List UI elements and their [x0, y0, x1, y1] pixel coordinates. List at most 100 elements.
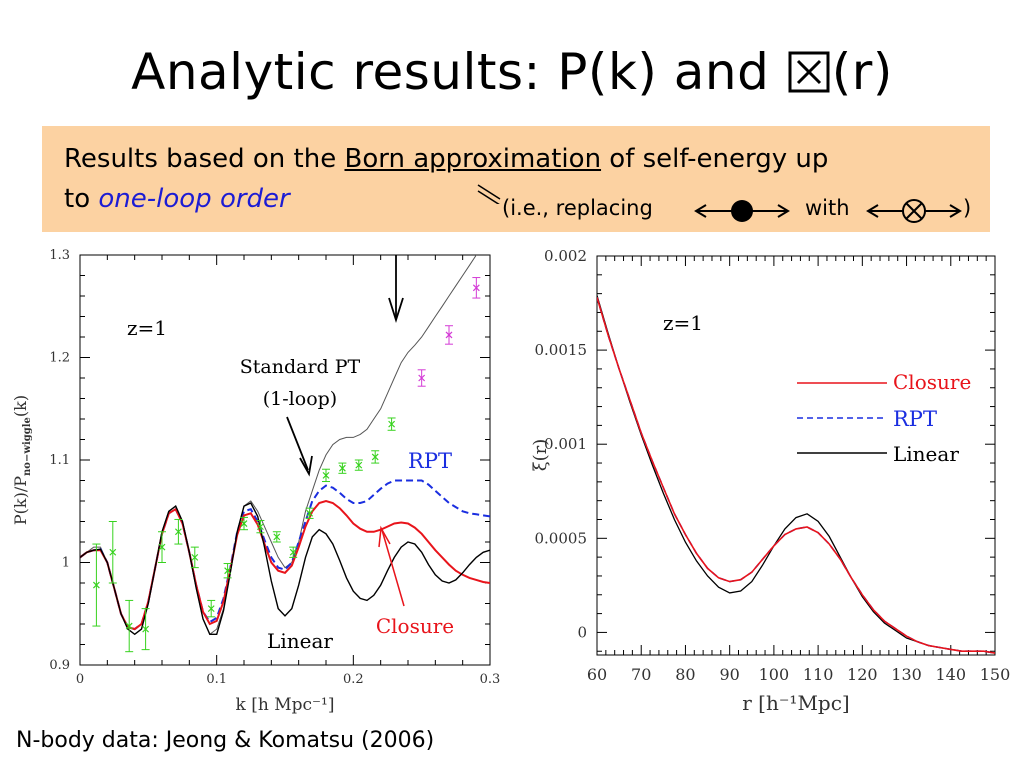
nbody-marker	[158, 543, 166, 551]
nbody-marker	[306, 509, 314, 517]
closure-arrow	[381, 529, 405, 607]
nbody-point	[256, 519, 265, 534]
close-paren-note: )	[963, 196, 972, 220]
pk-chart: 0 0.1 0.2 0.3 0.9 1 1.1 1.2 1.3 k [h Mpc⁻¹] P(k)/P…	[11, 248, 500, 715]
born-approximation-text: Born approximation	[344, 144, 602, 174]
linear-label: Linear	[267, 629, 333, 653]
title-text-post: (r)	[831, 43, 893, 101]
pk-y-tick-label: 1.2	[49, 351, 70, 366]
xi-y-tick-label: 0.001	[544, 435, 587, 453]
nbody-marker	[125, 622, 133, 630]
nbody-marker	[289, 548, 297, 556]
xi-plot-frame	[596, 255, 996, 656]
nbody-point	[417, 369, 426, 387]
xi-x-tick-label: 110	[803, 665, 834, 684]
crossed-vertex-propagator-icon	[866, 199, 962, 223]
nbody-marker	[388, 420, 396, 428]
pk-y-axis-label: P(k)/Pno−wiggle(k)	[11, 395, 33, 525]
nbody-point	[322, 468, 330, 483]
xi-x-tick-label: 150	[980, 665, 1011, 684]
standard-pt-arrow	[286, 416, 309, 471]
slide-title: Analytic results: P(k) and (r)	[0, 40, 1024, 108]
xi-x-tick-label: 140	[936, 665, 967, 684]
nbody-marker	[445, 331, 453, 339]
nbody-point	[445, 325, 453, 345]
pk-x-axis-label: k [h Mpc⁻¹]	[236, 695, 335, 715]
xi-y-tick-label: 0	[577, 623, 587, 641]
filled-vertex-propagator-icon	[694, 200, 790, 222]
pk-redshift-label: z=1	[127, 316, 167, 340]
pk-x-tick-label: 0	[76, 672, 84, 687]
pk-series-standard-pt-1-loop-	[80, 255, 490, 636]
xi-x-tick-label: 90	[719, 665, 739, 684]
nbody-point	[387, 417, 396, 431]
pk-x-tick-label: 0.2	[343, 672, 364, 687]
nbody-point	[141, 608, 150, 651]
nbody-marker	[92, 581, 100, 589]
nbody-marker	[418, 374, 426, 382]
nbody-point	[190, 546, 199, 569]
title-text-pre: Analytic results: P(k) and	[131, 43, 786, 101]
closure-label: Closure	[376, 614, 454, 638]
legend-label-linear: Linear	[893, 442, 959, 466]
xi-legend: Closure RPT Linear	[797, 370, 971, 466]
top-arrowhead	[388, 297, 404, 323]
info-banner: Results based on the Born approximation …	[42, 126, 990, 232]
xi-x-tick-label: 100	[759, 665, 790, 684]
nbody-marker	[142, 625, 150, 633]
double-slash-icon	[477, 184, 501, 204]
banner-line-2: to one-loop order	[64, 184, 290, 214]
nbody-marker	[273, 533, 281, 541]
banner-text: to	[64, 184, 99, 214]
boxed-x-glyph-icon	[788, 44, 830, 108]
banner-text: of self-energy up	[601, 144, 829, 174]
pk-series-linear	[80, 502, 490, 636]
one-loop-order-text: one-loop order	[98, 184, 290, 214]
xi-x-tick-label: 80	[675, 665, 695, 684]
nbody-point	[272, 531, 281, 543]
xi-redshift-label: z=1	[663, 311, 703, 335]
legend-label-rpt: RPT	[893, 407, 937, 431]
nbody-marker	[191, 553, 199, 561]
xi-x-tick-label: 120	[847, 665, 878, 684]
nbody-point	[92, 543, 101, 627]
nbody-point	[289, 546, 298, 558]
xi-series-linear	[597, 295, 995, 654]
standard-pt-label: Standard PT	[240, 356, 361, 378]
xi-series-closure	[597, 297, 995, 654]
nbody-point	[472, 277, 481, 299]
nbody-point	[158, 531, 166, 563]
nbody-marker	[355, 461, 363, 469]
nbody-marker	[207, 605, 215, 613]
xi-x-tick-label: 60	[587, 665, 607, 684]
footer-note: N-body data: Jeong & Komatsu (2006)	[16, 728, 435, 753]
pk-y-tick-label: 1	[62, 556, 70, 571]
pk-x-tick-label: 0.3	[480, 672, 501, 687]
nbody-point	[223, 563, 232, 579]
xi-y-axis-label: ξ(r)	[530, 439, 551, 472]
with-note: with	[805, 196, 850, 220]
nbody-point	[240, 516, 248, 531]
nbody-point	[174, 518, 183, 545]
pk-y-tick-label: 1.1	[49, 453, 70, 468]
closure-arrowhead	[378, 525, 391, 548]
xi-x-tick-label: 70	[631, 665, 651, 684]
standard-pt-sublabel: (1-loop)	[263, 388, 337, 410]
xi-x-axis-label: r [h⁻¹Mpc]	[742, 691, 849, 715]
nbody-point	[371, 450, 380, 464]
standard-pt-arrowhead	[299, 455, 313, 477]
banner-text: Results based on the	[64, 144, 345, 174]
xi-y-tick-label: 0.0005	[535, 529, 588, 547]
nbody-point	[108, 521, 117, 584]
nbody-point	[354, 459, 363, 471]
pk-x-tick-label: 0.1	[206, 672, 227, 687]
nbody-point	[207, 599, 216, 618]
nbody-marker	[240, 520, 248, 527]
replacing-note: (i.e., replacing	[502, 196, 653, 220]
nbody-marker	[322, 471, 330, 479]
banner-line-1: Results based on the Born approximation …	[64, 144, 828, 174]
nbody-point	[338, 462, 347, 474]
nbody-marker	[109, 548, 117, 556]
nbody-marker	[338, 464, 346, 472]
